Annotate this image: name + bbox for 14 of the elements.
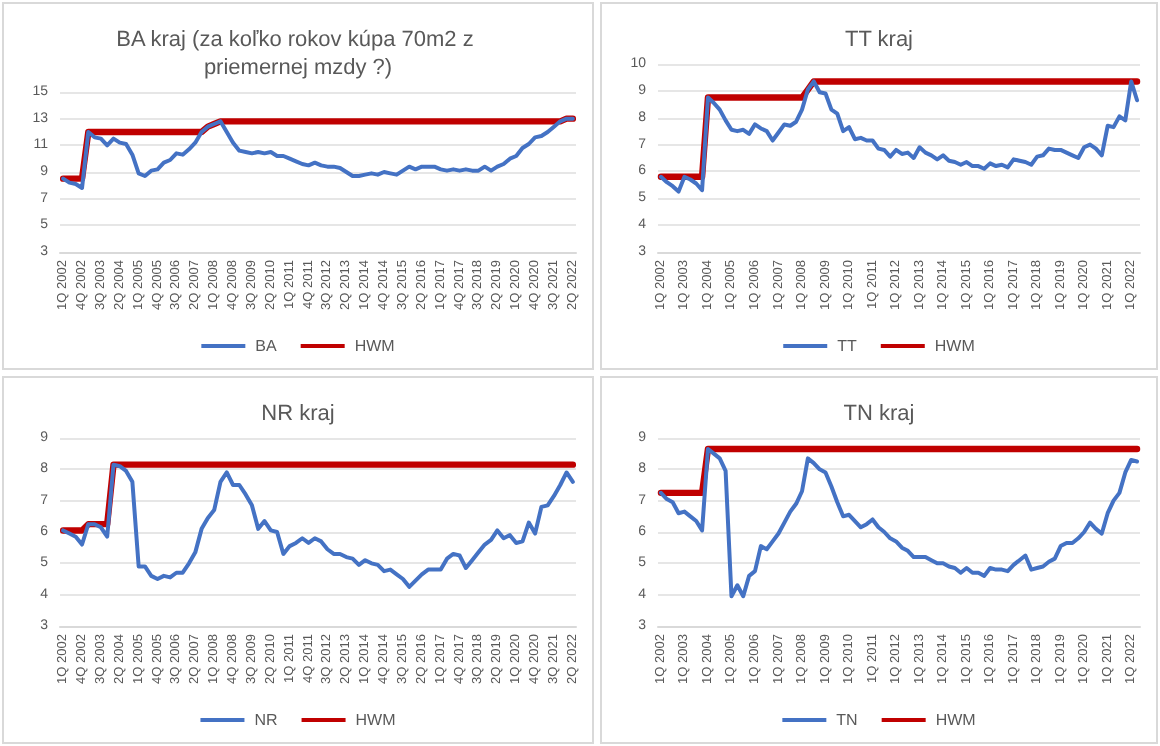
chart-title: TT kraj xyxy=(844,28,914,52)
legend-label: HWM xyxy=(934,337,976,355)
legend-label: HWM xyxy=(355,711,397,729)
legend-label: BA xyxy=(255,337,279,355)
line-series xyxy=(61,462,575,589)
chart-title: NR kraj xyxy=(261,402,335,426)
line-series xyxy=(658,446,1140,599)
legend-label: NR xyxy=(254,711,279,729)
chart-title: TN kraj xyxy=(843,402,915,426)
legend-label: HWM xyxy=(354,337,396,355)
legend-label: TT xyxy=(837,337,858,355)
legend-label: HWM xyxy=(935,711,977,729)
chart-title: BA kraj (za koľko rokov kúpa 70m2 z priemernej mzdy ?) xyxy=(116,28,480,80)
legend-label: TN xyxy=(836,711,859,729)
